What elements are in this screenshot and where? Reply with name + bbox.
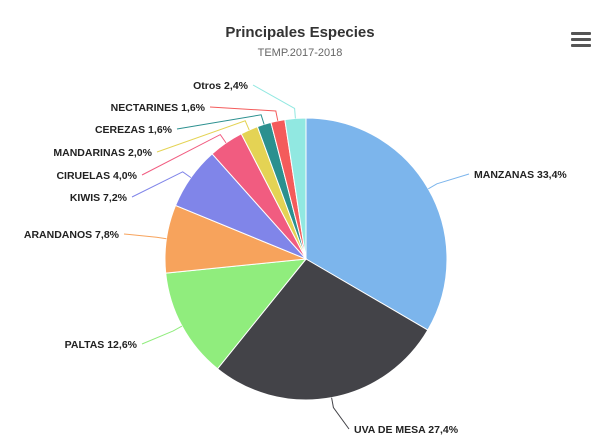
connector-cerezas — [176, 114, 265, 130]
chart-subtitle: TEMP.2017-2018 — [257, 47, 343, 59]
pie-slice-uva-de-mesa[interactable] — [216, 258, 429, 401]
connector-paltas — [141, 325, 183, 345]
data-label-cerezas: CEREZAS 1,6% — [95, 124, 173, 136]
hamburger-menu-icon[interactable] — [571, 32, 591, 50]
connector-nectarines — [209, 106, 279, 121]
chart-title: Principales Especies — [225, 24, 375, 41]
data-label-uva-de-mesa: UVA DE MESA 27,4% — [354, 424, 459, 436]
connector-kiwis — [131, 171, 192, 198]
data-label-arandanos: ARANDANOS 7,8% — [24, 229, 120, 241]
data-label-manzanas: MANZANAS 33,4% — [474, 169, 567, 181]
connector-ciruelas — [141, 133, 227, 176]
data-label-nectarines: NECTARINES 1,6% — [111, 102, 206, 114]
data-label-otros: Otros 2,4% — [193, 80, 249, 92]
data-label-kiwis: KIWIS 7,2% — [70, 192, 128, 204]
data-label-ciruelas: CIRUELAS 4,0% — [56, 170, 137, 182]
connector-otros — [252, 84, 296, 119]
data-label-paltas: PALTAS 12,6% — [65, 339, 138, 351]
connector-mandarinas — [156, 120, 250, 153]
connector-manzanas — [428, 173, 470, 190]
connector-arandanos — [123, 233, 167, 240]
pie-slice-manzanas[interactable] — [305, 117, 448, 331]
connector-uva-de-mesa — [331, 397, 350, 430]
data-label-mandarinas: MANDARINAS 2,0% — [53, 147, 152, 159]
